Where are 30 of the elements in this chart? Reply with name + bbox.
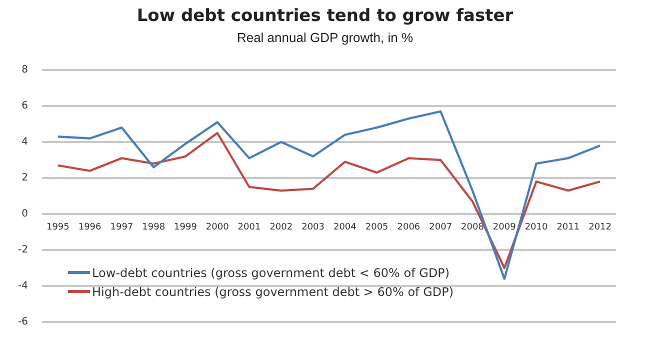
y-tick-label: -6 <box>18 316 28 328</box>
x-tick-label: 2012 <box>588 222 612 233</box>
x-tick-label: 1996 <box>78 222 102 233</box>
x-tick-label: 2003 <box>302 222 324 233</box>
y-tick-label: 2 <box>22 172 28 184</box>
y-tick-label: -4 <box>18 280 28 292</box>
y-tick-label: -2 <box>18 244 28 256</box>
x-tick-label: 2007 <box>429 222 452 233</box>
x-tick-label: 2010 <box>524 222 548 233</box>
x-tick-label: 2008 <box>461 222 484 233</box>
y-tick-label: 4 <box>22 136 28 148</box>
x-tick-label: 1999 <box>174 222 198 233</box>
x-tick-label: 2006 <box>397 222 420 233</box>
x-tick-label: 2009 <box>492 222 516 233</box>
x-tick-label: 1998 <box>142 222 166 233</box>
x-tick-label: 2011 <box>556 222 580 233</box>
y-tick-label: 8 <box>22 64 28 76</box>
x-tick-label: 2005 <box>365 222 388 233</box>
x-tick-label: 2000 <box>206 222 230 233</box>
chart-subtitle: Real annual GDP growth, in % <box>236 30 414 45</box>
legend-label: Low-debt countries (gross government debt < 60% of GDP) <box>92 266 450 280</box>
x-tick-label: 1997 <box>110 222 134 233</box>
x-tick-label: 2002 <box>270 222 293 233</box>
legend-label: High-debt countries (gross government debt > 60% of GDP) <box>92 284 454 298</box>
x-tick-label: 2004 <box>333 222 357 233</box>
y-tick-label: 0 <box>22 208 28 220</box>
x-tick-label: 1995 <box>46 222 70 233</box>
chart-title: Low debt countries tend to grow faster <box>136 6 514 26</box>
y-tick-label: 6 <box>22 100 28 112</box>
x-tick-label: 2001 <box>238 222 261 233</box>
